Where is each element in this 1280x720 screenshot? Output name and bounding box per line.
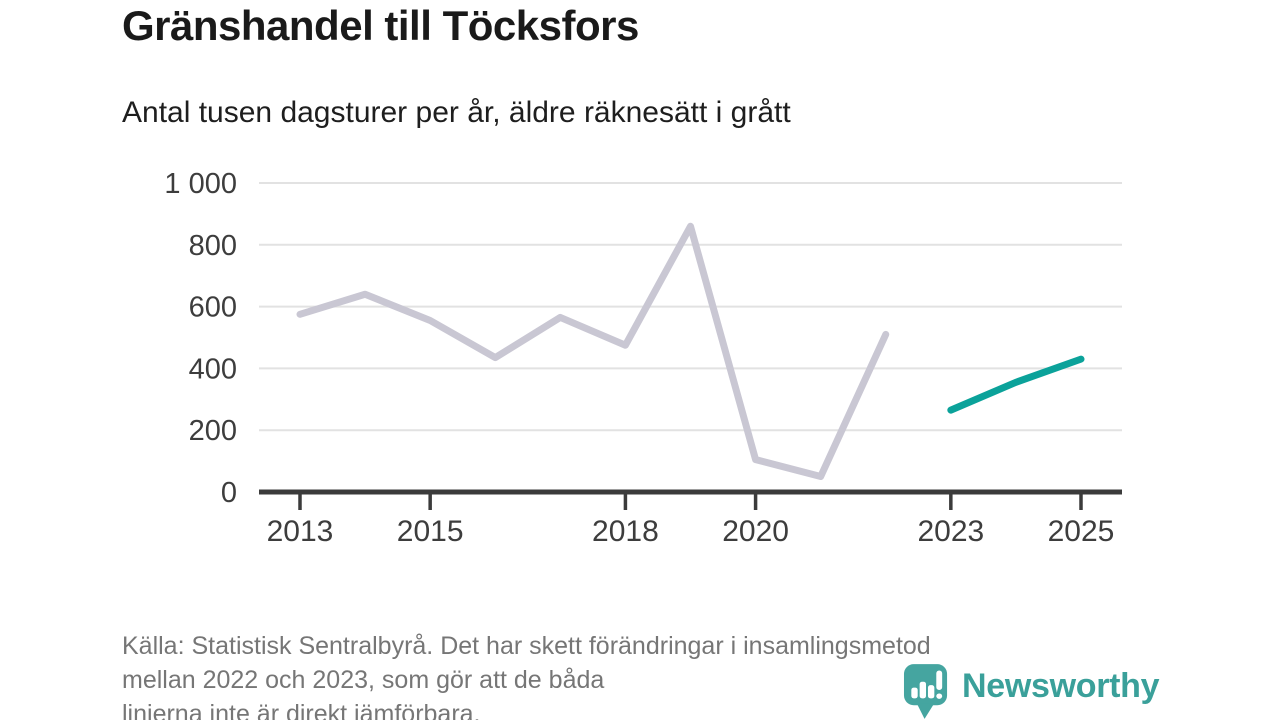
logo-bar-1 xyxy=(911,687,918,699)
chart-title: Gränshandel till Töcksfors xyxy=(122,2,639,49)
newsworthy-logo-text: Newsworthy xyxy=(962,667,1160,705)
source-note-line: Källa: Statistisk Sentralbyrå. Det har s… xyxy=(122,632,931,660)
chart-subtitle: Antal tusen dagsturer per år, äldre räkn… xyxy=(122,96,791,129)
logo-bar-2 xyxy=(919,681,927,699)
series-line-old-method xyxy=(296,222,890,481)
x-tick-label: 2013 xyxy=(267,515,334,548)
logo-exclamation-dot xyxy=(936,693,943,699)
y-tick-label: 600 xyxy=(189,292,237,324)
y-tick-label: 200 xyxy=(189,415,237,447)
source-note-line: linjerna inte är direkt jämförbara. xyxy=(122,700,481,720)
source-note: Källa: Statistisk Sentralbyrå. Det har s… xyxy=(122,629,931,720)
x-tick-label: 2020 xyxy=(722,515,789,548)
x-tick-label: 2018 xyxy=(592,515,659,548)
x-tick-label: 2015 xyxy=(397,515,464,548)
logo-exclamation-line xyxy=(936,670,943,691)
series-line-new-method xyxy=(947,355,1085,414)
logo-bar-3 xyxy=(927,685,935,699)
x-tick-label: 2025 xyxy=(1048,515,1115,548)
x-tick-label: 2023 xyxy=(917,515,984,548)
y-tick-label: 0 xyxy=(221,477,237,509)
newsworthy-speech-bubble-bar-chart-icon xyxy=(903,664,948,719)
y-tick-label: 400 xyxy=(189,353,237,385)
logo-bubble-tail xyxy=(916,703,935,719)
source-note-line: mellan 2022 och 2023, som gör att de båd… xyxy=(122,666,605,694)
y-tick-label: 1 000 xyxy=(164,168,237,200)
y-tick-label: 800 xyxy=(189,230,237,262)
newsworthy-logo: Newsworthy xyxy=(903,663,1160,720)
